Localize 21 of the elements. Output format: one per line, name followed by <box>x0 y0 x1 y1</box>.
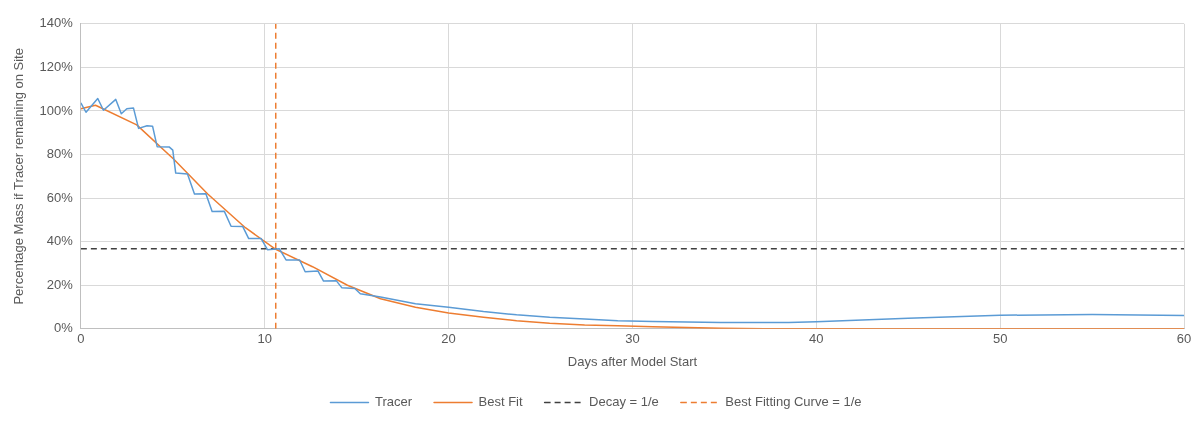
x-tick-label: 30 <box>625 331 640 347</box>
y-tick-label: 40% <box>46 233 74 249</box>
x-tick-label: 0 <box>77 331 85 347</box>
x-axis-title: Days after Model Start <box>567 353 698 369</box>
y-tick-label: 80% <box>46 146 74 162</box>
legend-label: Best Fit <box>478 394 523 410</box>
x-tick-label: 10 <box>257 331 272 347</box>
x-tick-label: 60 <box>1176 331 1192 347</box>
legend-label: Tracer <box>374 394 413 410</box>
y-tick-label: 60% <box>46 189 74 205</box>
y-axis-title: Percentage Mass if Tracer remaining on Site <box>11 48 27 305</box>
x-tick-label: 20 <box>441 331 456 347</box>
legend-label: Decay = 1/e <box>589 394 659 410</box>
y-tick-label: 120% <box>39 58 74 74</box>
y-tick-label: 140% <box>39 15 74 31</box>
x-tick-label: 40 <box>809 331 824 347</box>
y-tick-label: 0% <box>54 320 74 336</box>
legend-label: Best Fitting Curve = 1/e <box>725 394 862 410</box>
y-tick-label: 100% <box>39 102 74 118</box>
x-tick-label: 50 <box>992 331 1008 347</box>
y-tick-label: 20% <box>46 276 74 292</box>
